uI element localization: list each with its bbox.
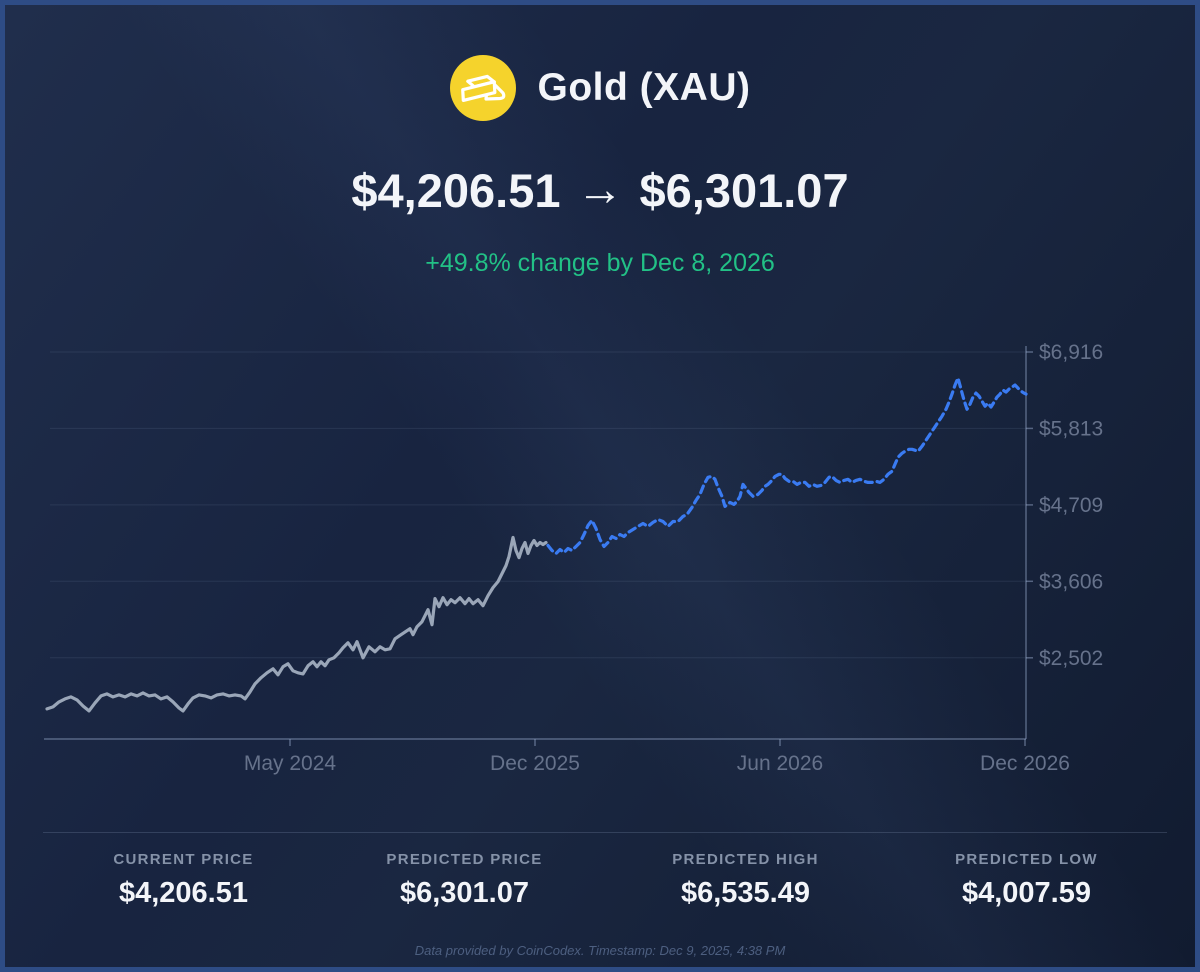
stat-current-price: CURRENT PRICE $4,206.51	[43, 851, 324, 910]
stat-label: PREDICTED LOW	[955, 851, 1098, 868]
predicted-price-line	[546, 376, 1028, 556]
stat-value: $6,535.49	[680, 877, 810, 909]
stat-label: CURRENT PRICE	[113, 851, 254, 868]
page-title: Gold (XAU)	[537, 66, 751, 109]
x-axis-label: Dec 2025	[490, 752, 580, 775]
stats-row: CURRENT PRICE $4,206.51 PREDICTED PRICE …	[43, 851, 1167, 910]
stat-value: $4,206.51	[118, 877, 248, 909]
gold-bars-icon	[449, 55, 516, 121]
x-axis-label: May 2024	[244, 752, 337, 775]
data-attribution: Data provided by CoinCodex. Timestamp: D…	[414, 943, 786, 958]
stat-value: $6,301.07	[399, 877, 529, 909]
stat-predicted-low: PREDICTED LOW $4,007.59	[886, 851, 1167, 910]
historical-price-line	[45, 535, 548, 713]
change-note: +49.8% change by Dec 8, 2026	[425, 249, 775, 277]
x-axis-label: Jun 2026	[737, 752, 823, 775]
stat-label: PREDICTED HIGH	[672, 851, 819, 868]
y-axis-label: $2,502	[1039, 647, 1103, 670]
price-summary: $4,206.51 → $6,301.07	[5, 162, 1195, 218]
predicted-price-text: $6,301.07	[639, 164, 849, 217]
header: Gold (XAU)	[5, 55, 1195, 121]
x-axis-label: Dec 2026	[980, 752, 1070, 775]
stat-predicted-high: PREDICTED HIGH $6,535.49	[605, 851, 886, 910]
arrow-right-icon: →	[576, 162, 624, 215]
stat-value: $4,007.59	[961, 877, 1091, 909]
stat-predicted-price: PREDICTED PRICE $6,301.07	[324, 851, 605, 910]
current-price-text: $4,206.51	[351, 164, 561, 217]
y-axis-label: $5,813	[1039, 417, 1103, 440]
y-axis-label: $4,709	[1039, 494, 1103, 517]
price-chart: $6,916 $5,813 $4,709 $3,606 $2,502 May 2024 De…	[44, 341, 1103, 775]
stat-label: PREDICTED PRICE	[386, 851, 543, 868]
y-axis-label: $6,916	[1039, 341, 1103, 364]
y-axis-label: $3,606	[1039, 570, 1103, 593]
stats-divider	[43, 832, 1167, 833]
